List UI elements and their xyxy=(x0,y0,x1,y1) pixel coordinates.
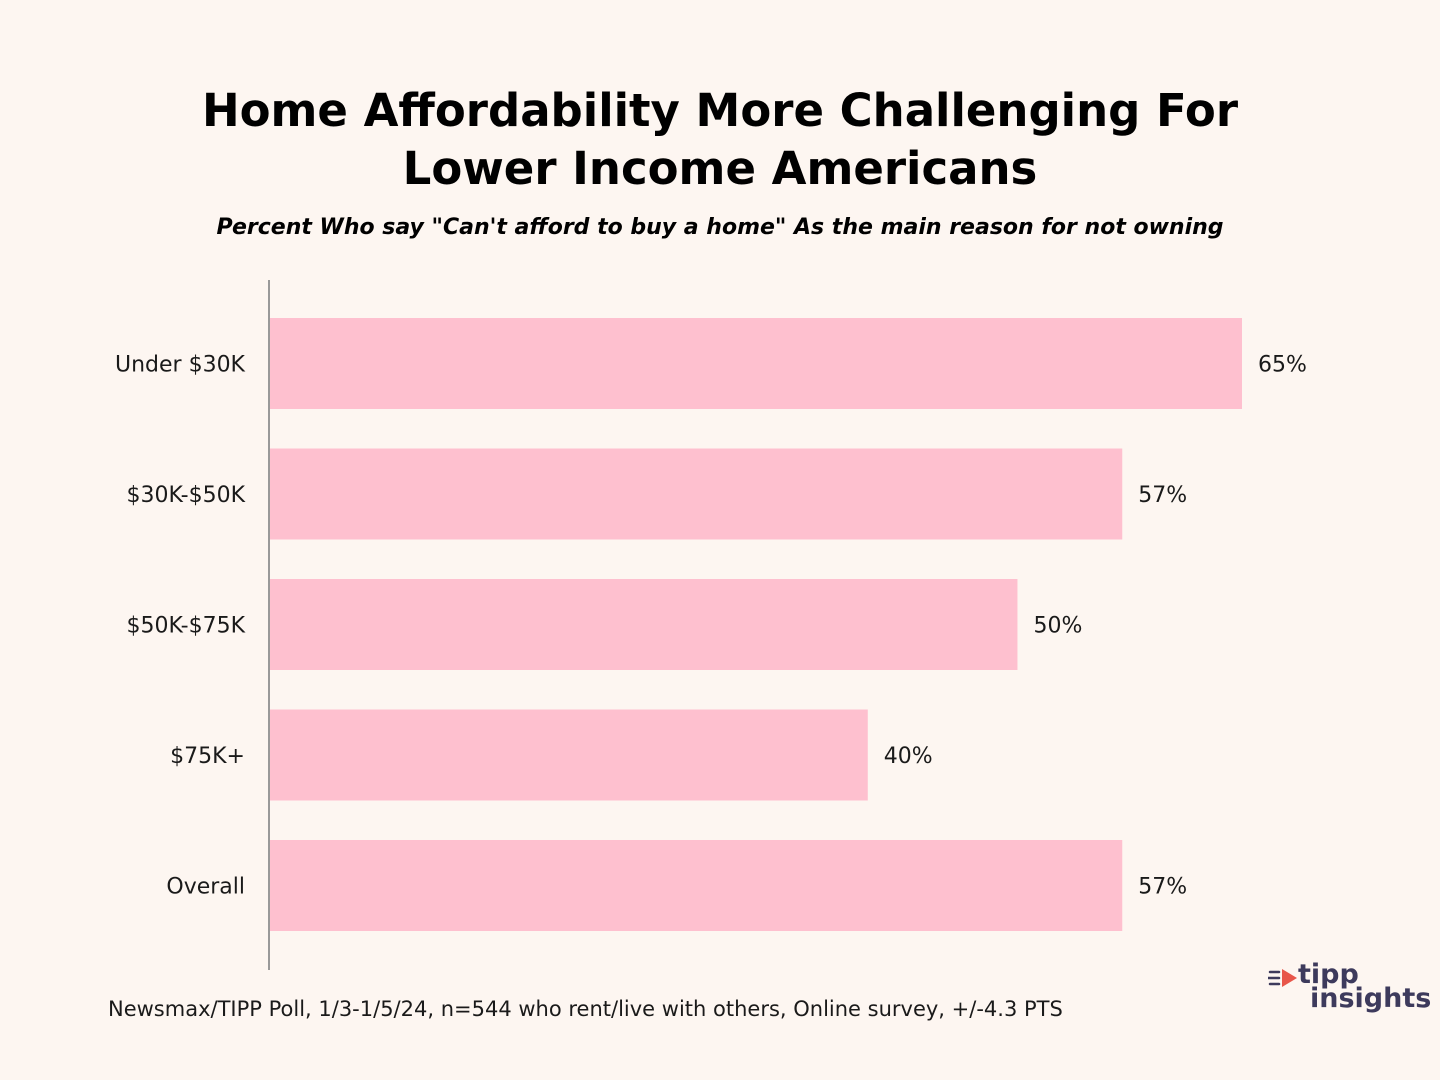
bar-4 xyxy=(269,840,1123,931)
logo-word-tipp: tipp xyxy=(1298,959,1359,990)
category-label-1: $30K-$50K xyxy=(127,483,246,508)
category-label-2: $50K-$75K xyxy=(127,614,246,639)
speed-lines-icon xyxy=(1268,969,1297,987)
chart-title: Home Affordability More Challenging For … xyxy=(201,84,1239,195)
category-label-0: Under $30K xyxy=(115,353,246,378)
value-label-1: 57% xyxy=(1138,483,1187,508)
bar-0 xyxy=(269,318,1242,409)
chart-subtitle: Percent Who say "Can't afford to buy a h… xyxy=(216,215,1224,240)
bar-1 xyxy=(269,448,1123,540)
value-label-2: 50% xyxy=(1033,614,1082,639)
value-label-3: 40% xyxy=(884,744,933,769)
category-label-3: $75K+ xyxy=(170,744,245,769)
bar-2 xyxy=(269,579,1018,670)
logo-word-insights: insights xyxy=(1310,983,1432,1014)
tipp-insights-logo: tipp insights xyxy=(1268,959,1432,1022)
bar-3 xyxy=(269,709,868,801)
category-label-4: Overall xyxy=(166,875,245,900)
value-label-4: 57% xyxy=(1138,875,1187,900)
value-label-0: 65% xyxy=(1258,353,1307,378)
source-footnote: Newsmax/TIPP Poll, 1/3-1/5/24, n=544 who… xyxy=(108,997,1063,1021)
